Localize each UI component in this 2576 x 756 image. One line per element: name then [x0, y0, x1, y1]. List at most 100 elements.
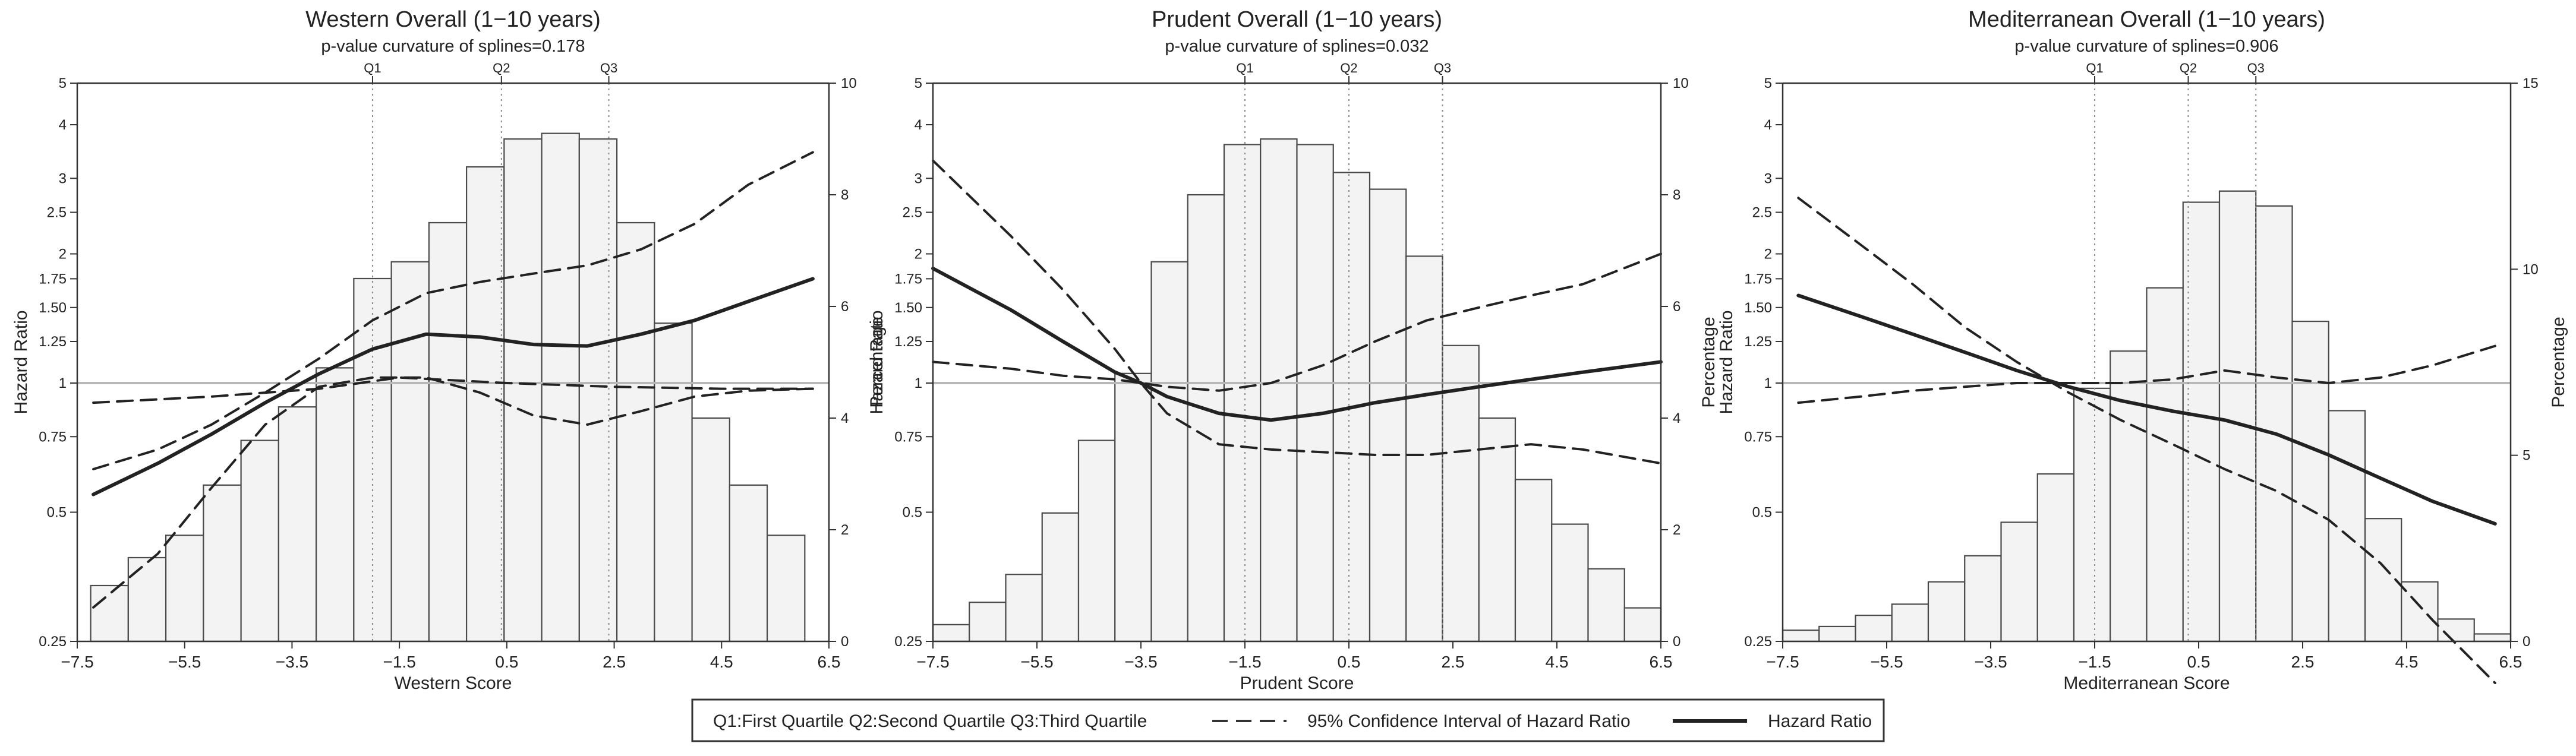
y-axis-label: Hazard Ratio — [867, 310, 887, 414]
histogram-bar — [969, 602, 1007, 643]
ci-line-1 — [1797, 197, 2496, 684]
hazard-ratio-line — [1796, 293, 2497, 526]
y2-tick-label: 0 — [1673, 634, 1680, 650]
quartile-label-q1: Q1 — [364, 61, 381, 75]
quartile-label-q1: Q1 — [1236, 61, 1253, 75]
histogram-bar — [1551, 523, 1589, 643]
histogram-bar — [729, 484, 768, 643]
chart-title: Western Overall (1−10 years) — [305, 7, 601, 32]
ci-line-3 — [92, 376, 814, 404]
quartile-label-q3: Q3 — [1434, 61, 1451, 75]
y2-axis-label: Percentage — [1699, 317, 1719, 407]
y-tick-label: 5 — [59, 75, 67, 91]
x-tick-label: −3.5 — [276, 653, 308, 671]
chart-subtitle: p-value curvature of splines=0.032 — [1165, 37, 1429, 56]
y-tick-label: 0.75 — [39, 429, 67, 445]
histogram-bar — [1296, 144, 1334, 643]
histogram-bar — [390, 261, 430, 643]
y-tick-label: 5 — [1764, 75, 1772, 91]
y2-tick-label: 6 — [1673, 299, 1680, 315]
ci-line-1 — [932, 159, 1662, 465]
histogram-bar — [616, 222, 655, 643]
histogram-bar — [1260, 138, 1298, 643]
chart-subtitle: p-value curvature of splines=0.178 — [321, 37, 585, 56]
histogram-bar — [90, 584, 129, 643]
y-tick-label: 0.25 — [1744, 634, 1772, 650]
x-tick-label: −7.5 — [1766, 653, 1799, 671]
histogram-bar — [578, 138, 618, 643]
histogram-bar — [1927, 581, 1966, 643]
legend-ci-text: 95% Confidence Interval of Hazard Ratio — [1307, 711, 1631, 731]
y-tick-label: 0.25 — [894, 634, 922, 650]
y-tick-label: 1.50 — [1744, 300, 1772, 316]
chart-panel-1: Q1 Q2 Q3 0.25 0.5 0.75 1 1.25 1.50 1.75 2 2.5 3 4 5 0 2 4… — [11, 7, 887, 693]
x-tick-label: 0.5 — [495, 653, 518, 671]
x-tick-label: 4.5 — [2395, 653, 2419, 671]
histogram-bar — [1405, 255, 1443, 643]
histogram-bar — [2036, 473, 2075, 643]
chart-panel-2: Q1 Q2 Q3 0.25 0.5 0.75 1 1.25 1.50 1.75 2 2.5 3 4 5 0 2 4… — [867, 7, 1719, 693]
y-tick-label: 4 — [1764, 117, 1772, 133]
y-tick-label: 1.25 — [39, 334, 67, 350]
y-tick-label: 0.5 — [903, 505, 922, 521]
y-tick-label: 0.5 — [47, 505, 67, 521]
histogram-bar — [1077, 439, 1116, 643]
histogram-bar — [2218, 190, 2257, 643]
y-tick-label: 1.50 — [39, 300, 67, 316]
histogram-bar — [766, 534, 806, 643]
histogram-bar — [465, 166, 505, 643]
chart-title: Prudent Overall (1−10 years) — [1152, 7, 1442, 32]
y-tick-label: 1 — [1764, 375, 1772, 391]
histogram-bar — [127, 556, 167, 643]
histogram-bar — [1818, 625, 1856, 643]
quartile-label-q2: Q2 — [493, 61, 510, 75]
histogram-bar — [1114, 372, 1152, 643]
y-tick-label: 1.75 — [39, 271, 67, 287]
x-tick-label: 4.5 — [710, 653, 733, 671]
quartile-label-q2: Q2 — [1340, 61, 1357, 75]
y-tick-label: 0.5 — [1752, 505, 1772, 521]
histogram-bar — [2291, 320, 2329, 643]
histogram-bar — [240, 439, 279, 643]
y2-tick-label: 2 — [1673, 522, 1680, 538]
y-tick-label: 4 — [59, 117, 67, 133]
histogram-bar — [1478, 417, 1516, 643]
y-axis-label: Hazard Ratio — [1717, 310, 1736, 414]
hazard-ratio-line — [931, 267, 1663, 422]
quartile-label-q2: Q2 — [2180, 61, 2197, 75]
histogram-bar — [1587, 568, 1625, 643]
histogram-bar — [2000, 521, 2038, 643]
histogram-bar — [654, 322, 693, 643]
legend: Q1:First Quartile Q2:Second Quartile Q3:… — [691, 698, 1885, 742]
x-tick-label: −1.5 — [2078, 653, 2111, 671]
histogram-bar — [691, 417, 730, 643]
legend-quartiles-text: Q1:First Quartile Q2:Second Quartile Q3:… — [713, 711, 1147, 731]
x-axis-label: Prudent Score — [1240, 673, 1354, 693]
y-tick-label: 3 — [915, 170, 922, 186]
x-tick-label: 2.5 — [1442, 653, 1465, 671]
y-tick-label: 3 — [1764, 170, 1772, 186]
x-tick-label: −5.5 — [1870, 653, 1903, 671]
y-tick-label: 2.5 — [1752, 204, 1772, 220]
chart-title: Mediterranean Overall (1−10 years) — [1968, 7, 2325, 32]
histogram-bar — [2182, 201, 2221, 643]
x-tick-label: 2.5 — [2291, 653, 2315, 671]
quartile-label-q3: Q3 — [2247, 61, 2265, 75]
histogram — [1782, 190, 2512, 643]
x-tick-label: −1.5 — [383, 653, 416, 671]
histogram-bar — [1623, 607, 1662, 643]
y-tick-label: 2.5 — [47, 204, 67, 220]
histogram-bar — [1964, 555, 2002, 643]
histogram-bar — [1891, 603, 1929, 643]
y-tick-label: 1.50 — [894, 300, 922, 316]
y2-tick-label: 5 — [2523, 448, 2530, 464]
x-axis-label: Mediterranean Score — [2063, 673, 2230, 693]
y2-tick-label: 8 — [841, 187, 849, 203]
y2-tick-label: 8 — [1673, 187, 1680, 203]
histogram-bar — [2073, 387, 2111, 643]
x-tick-label: 2.5 — [603, 653, 626, 671]
histogram-bar — [203, 484, 242, 643]
y2-tick-label: 4 — [841, 410, 849, 426]
histogram-bar — [1150, 261, 1188, 643]
ci-line-2 — [932, 252, 1662, 392]
